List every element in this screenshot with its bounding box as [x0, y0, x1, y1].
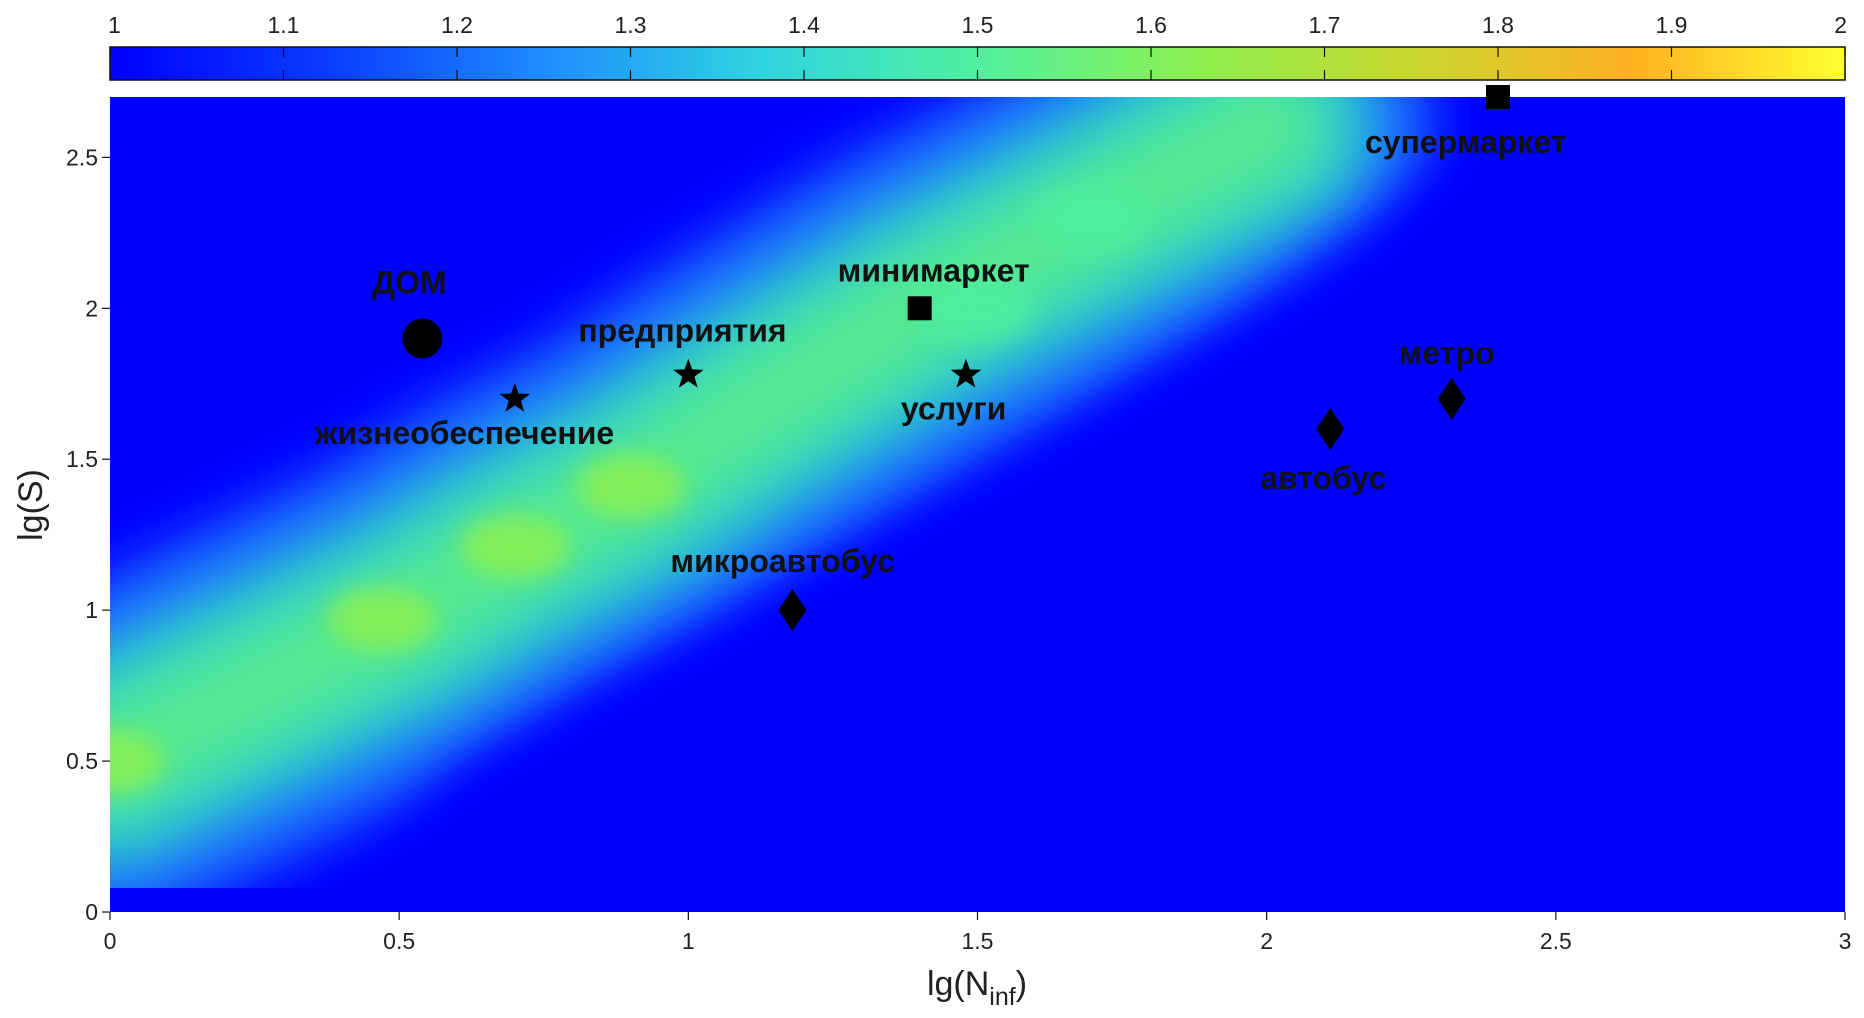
- y-tick-label: 1: [85, 597, 98, 623]
- point-label: супермаркет: [1365, 124, 1567, 160]
- colorbar-tick-label: 1.9: [1656, 12, 1688, 38]
- colorbar-tick-label: 1.3: [615, 12, 647, 38]
- point-label: микроавтобус: [670, 543, 894, 579]
- heatmap-peak: [326, 587, 437, 652]
- y-tick-label: 1.5: [66, 446, 98, 472]
- x-axis-title: lg(Ninf): [927, 965, 1027, 1011]
- y-tick-label: 2.5: [66, 144, 98, 170]
- colorbar-tick-label: 2: [1834, 12, 1847, 38]
- point-label: ДОМ: [372, 264, 446, 300]
- x-tick-label: 1.5: [962, 928, 994, 954]
- y-tick-label: 2: [85, 295, 98, 321]
- colorbar-tick-label: 1.2: [441, 12, 473, 38]
- heatmap-peak: [110, 729, 165, 794]
- peaks-layer: [110, 185, 1149, 794]
- point-label: автобус: [1260, 460, 1386, 496]
- plot-area: [110, 97, 1845, 912]
- point-label: метро: [1399, 335, 1495, 371]
- colorbar-tick-label: 1.7: [1309, 12, 1341, 38]
- heatmap-peak: [459, 514, 570, 579]
- marker-square: [907, 296, 932, 321]
- heatmap-peak: [922, 276, 1033, 341]
- point-label: услуги: [901, 391, 1007, 427]
- colorbar-tick-label: 1.8: [1482, 12, 1514, 38]
- colorbar-tick-label: 1: [108, 12, 121, 38]
- point-label: жизнеобеспечение: [314, 415, 614, 451]
- heatmap-field: [110, 97, 1845, 912]
- colorbar-ticks: 1 1.1 1.2 1.3 1.4 1.5 1.6 1.7 1.8 1.9 2: [108, 12, 1847, 80]
- y-tick-label: 0.5: [66, 748, 98, 774]
- point-label: предприятия: [578, 313, 786, 349]
- x-tick-label: 0: [104, 928, 117, 954]
- axes: 0 0.5 1 1.5 2 2.5 3 0 0.5 1 1.5 2 2.5: [66, 144, 1851, 954]
- marker-diamond: [1437, 377, 1466, 420]
- colorbar: 1 1.1 1.2 1.3 1.4 1.5 1.6 1.7 1.8 1.9 2: [108, 12, 1847, 81]
- x-tick-label: 0.5: [383, 928, 415, 954]
- colorbar-tick-label: 1.1: [268, 12, 300, 38]
- marker-star: [673, 358, 704, 388]
- x-tick-label: 2: [1260, 928, 1273, 954]
- y-tick-label: 0: [85, 899, 98, 925]
- marker-star: [499, 382, 531, 412]
- heatmap-peak: [1038, 185, 1149, 250]
- marker-square: [1486, 85, 1510, 109]
- colorbar-tick-label: 1.4: [788, 12, 820, 38]
- y-axis-title: lg(S): [12, 469, 50, 541]
- markers: ДОМ жизнеобеспечение предприятия услуги мини…: [314, 85, 1567, 632]
- background-cover: [370, 137, 1845, 912]
- background-region: [370, 137, 1845, 912]
- point-label: минимаркет: [838, 252, 1030, 288]
- colorbar-tick-label: 1.5: [962, 12, 994, 38]
- heatmap-peak: [575, 454, 686, 519]
- marker-circle: [402, 318, 443, 359]
- x-tick-label: 3: [1839, 928, 1852, 954]
- x-tick-label: 1: [682, 928, 695, 954]
- colorbar-tick-label: 1.6: [1135, 12, 1167, 38]
- marker-star: [950, 358, 982, 388]
- marker-diamond: [778, 589, 807, 632]
- marker-diamond: [1316, 408, 1345, 451]
- x-tick-label: 2.5: [1540, 928, 1572, 954]
